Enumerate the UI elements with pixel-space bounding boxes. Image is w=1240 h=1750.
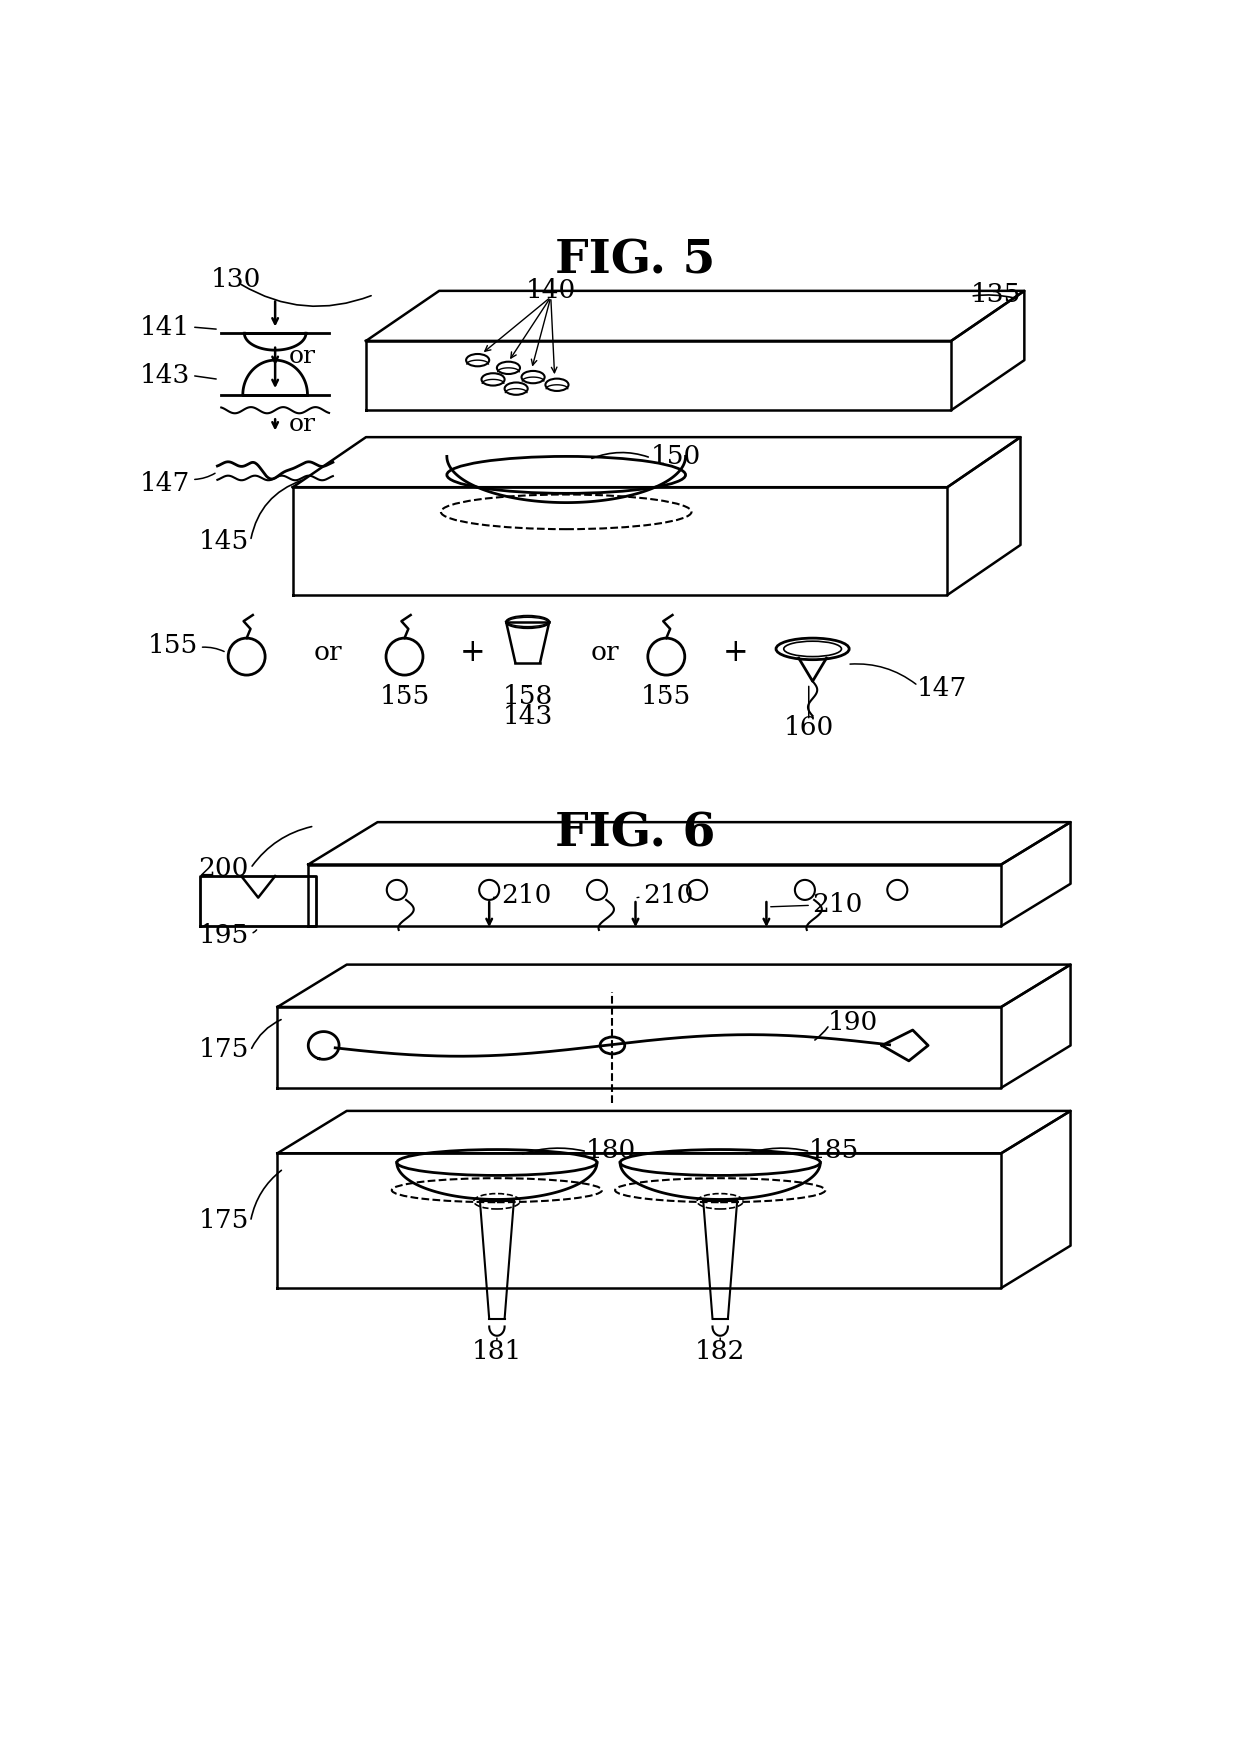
Text: 182: 182 [694, 1339, 745, 1363]
Text: 175: 175 [198, 1036, 249, 1062]
Text: FIG. 6: FIG. 6 [556, 810, 715, 858]
Text: 155: 155 [379, 684, 429, 709]
Text: or: or [314, 640, 342, 665]
Text: FIG. 5: FIG. 5 [556, 236, 715, 284]
Text: 143: 143 [140, 362, 191, 388]
Text: 130: 130 [211, 266, 260, 292]
Text: 145: 145 [198, 528, 249, 553]
Text: 150: 150 [651, 444, 701, 469]
Text: 175: 175 [198, 1208, 249, 1232]
Text: or: or [590, 640, 619, 665]
Text: or: or [289, 345, 316, 368]
Text: 181: 181 [471, 1339, 522, 1363]
Text: 147: 147 [916, 677, 967, 702]
Text: 141: 141 [140, 315, 191, 340]
Text: 210: 210 [501, 882, 551, 908]
Text: 158: 158 [502, 684, 553, 709]
Text: 155: 155 [148, 632, 198, 658]
Text: 155: 155 [641, 684, 692, 709]
Text: 210: 210 [812, 892, 863, 917]
Text: 210: 210 [644, 882, 693, 908]
Text: 147: 147 [140, 471, 191, 495]
Text: 190: 190 [828, 1010, 878, 1034]
Text: or: or [289, 413, 316, 436]
Text: +: + [723, 637, 749, 668]
Text: 135: 135 [971, 282, 1021, 308]
Text: 200: 200 [198, 856, 249, 880]
Text: 140: 140 [526, 278, 575, 303]
Text: +: + [460, 637, 485, 668]
Text: 160: 160 [784, 716, 833, 740]
Text: 180: 180 [585, 1139, 636, 1164]
Text: 143: 143 [502, 704, 553, 730]
Text: 185: 185 [808, 1139, 859, 1164]
Text: 195: 195 [198, 922, 249, 948]
